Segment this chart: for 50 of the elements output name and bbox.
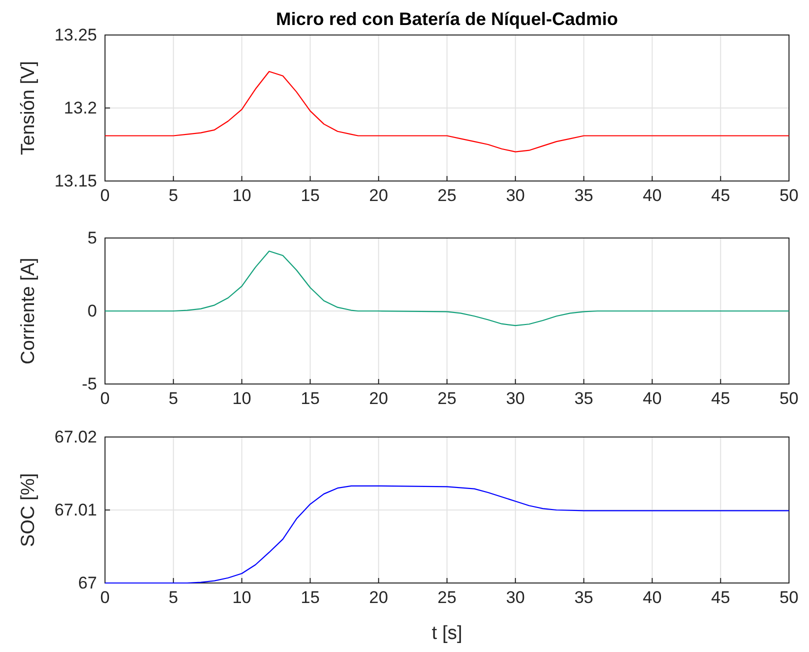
x-tick-label: 0 — [100, 186, 110, 206]
x-tick-label: 50 — [780, 186, 798, 206]
x-tick-label: 35 — [574, 389, 594, 408]
x-tick-label: 40 — [642, 588, 662, 608]
x-tick-label: 30 — [506, 389, 525, 408]
x-axis-title: t [s] — [432, 623, 462, 644]
x-tick-label: 5 — [168, 186, 178, 206]
y-tick-label: 67 — [78, 573, 97, 592]
x-tick-label: 0 — [100, 588, 110, 608]
x-tick-label: 0 — [100, 389, 110, 408]
y-axis-title: SOC [%] — [18, 473, 39, 547]
line-series — [104, 485, 790, 584]
x-tick-label: 15 — [300, 186, 320, 206]
y-tick-label: 13.25 — [54, 25, 97, 44]
x-tick-label: 30 — [506, 588, 525, 608]
x-tick-label: 15 — [300, 588, 320, 608]
y-tick-label: 13.15 — [54, 171, 97, 190]
x-tick-label: 5 — [168, 389, 178, 408]
line-series — [104, 70, 790, 152]
y-tick-label: 67.02 — [54, 427, 97, 446]
x-tick-label: 20 — [369, 389, 388, 408]
x-tick-label: 30 — [506, 186, 525, 206]
x-tick-label: 35 — [574, 186, 594, 206]
x-tick-label: 10 — [232, 389, 252, 408]
x-tick-label: 45 — [711, 588, 730, 608]
x-tick-label: 25 — [438, 186, 456, 206]
y-tick-label: -5 — [82, 374, 97, 394]
x-tick-label: 10 — [232, 588, 252, 608]
x-tick-label: 10 — [232, 186, 252, 206]
x-tick-label: 20 — [369, 186, 388, 206]
x-tick-label: 20 — [369, 588, 388, 608]
x-tick-label: 50 — [780, 389, 798, 408]
y-tick-label: 13.2 — [64, 98, 97, 118]
y-tick-label: 5 — [88, 228, 97, 248]
x-tick-label: 25 — [438, 588, 456, 608]
y-axis-title: Tensión [V] — [18, 61, 39, 155]
x-tick-label: 5 — [168, 588, 178, 608]
y-tick-label: 67.01 — [54, 500, 97, 520]
x-tick-label: 15 — [300, 389, 320, 408]
y-tick-label: 0 — [88, 301, 97, 320]
y-axis-title: Corriente [A] — [18, 258, 39, 364]
x-tick-label: 50 — [780, 588, 798, 608]
x-tick-label: 45 — [711, 186, 730, 206]
line-series — [104, 250, 790, 326]
x-tick-label: 40 — [642, 186, 662, 206]
x-tick-label: 45 — [711, 389, 730, 408]
x-tick-label: 40 — [642, 389, 662, 408]
chart-title: Micro red con Batería de Níquel-Cadmio — [276, 9, 618, 29]
x-tick-label: 35 — [574, 588, 594, 608]
x-tick-label: 25 — [438, 389, 456, 408]
